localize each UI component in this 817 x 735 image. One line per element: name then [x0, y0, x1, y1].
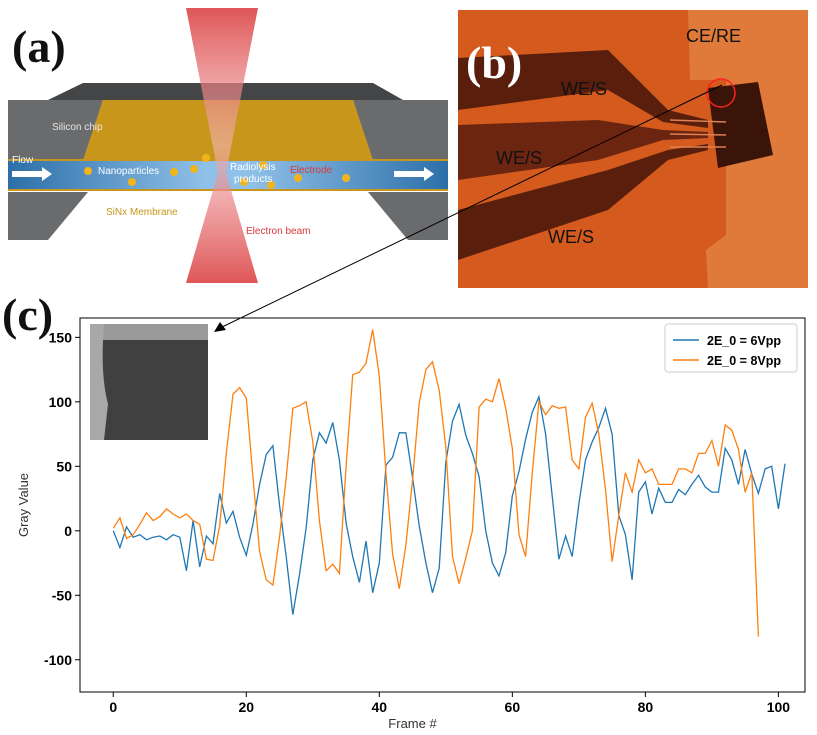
series-line-1 [112, 394, 786, 615]
legend-entry-1: 2E_0 = 6Vpp [707, 334, 781, 348]
nanoparticles-label: Nanoparticles [98, 166, 159, 177]
y-tick-label: -50 [52, 587, 72, 603]
legend-entry-2: 2E_0 = 8Vpp [707, 354, 781, 368]
membrane-label: SiNx Membrane [106, 207, 178, 218]
y-tick-label: 150 [49, 329, 73, 345]
y-tick-label: 100 [49, 394, 73, 410]
flow-arrow-right [394, 167, 434, 181]
we-label-top: WE/S [561, 79, 607, 99]
x-tick-label: 60 [505, 699, 521, 715]
electrode-fingers [669, 119, 727, 148]
x-tick-label: 80 [638, 699, 654, 715]
panel-b-micrograph: CE/RE WE/S WE/S WE/S (b) [458, 10, 808, 288]
flow-label: Flow [12, 155, 34, 166]
x-tick-label: 0 [109, 699, 117, 715]
we-electrode-bottom [458, 144, 708, 260]
silicon-chip-left-bottom [8, 192, 88, 240]
inset-bright-edge [90, 324, 208, 340]
inset-electrode-edge [90, 324, 108, 440]
y-tick-label: 0 [64, 523, 72, 539]
silicon-chip-right-top [353, 100, 448, 163]
panel-a-schematic: Silicon chip Flow Nanoparticles Radiolys… [8, 8, 448, 283]
inset-tem-image [90, 324, 208, 440]
silicon-chip-left-top [8, 100, 103, 163]
nanoparticles [84, 154, 350, 189]
panel-a-label: (a) [12, 21, 66, 72]
y-tick-label: 50 [56, 458, 72, 474]
panel-c-chart: (c) 0 20 40 60 80 100 -100 -50 0 50 100 150 Frame # G… [2, 84, 806, 731]
zoom-arrow-line [219, 84, 723, 329]
electron-beam-label: Electron beam [246, 226, 310, 237]
electron-beam [186, 8, 258, 283]
x-tick-label: 20 [238, 699, 254, 715]
radiolysis-label-line2: products [234, 174, 272, 185]
silicon-chip-right-bottom [368, 192, 448, 240]
electrode-label: Electrode [290, 165, 333, 176]
flow-arrow-left [12, 167, 52, 181]
x-tick-label: 40 [372, 699, 388, 715]
we-label-bottom: WE/S [548, 227, 594, 247]
zoom-arrow-head [214, 322, 226, 332]
y-axis-label: Gray Value [16, 473, 31, 537]
silicon-chip-label: Silicon chip [52, 122, 103, 133]
panel-b-label: (b) [466, 37, 522, 88]
plot-frame [79, 317, 806, 693]
zoom-circle [706, 78, 736, 108]
we-electrode-top [458, 50, 708, 128]
x-axis-label: Frame # [388, 716, 437, 731]
we-label-mid: WE/S [496, 148, 542, 168]
ce-re-label: CE/RE [686, 26, 741, 46]
radiolysis-label-line1: Radiolysis [230, 162, 276, 173]
series-line-2 [112, 329, 760, 637]
x-tick-label: 100 [767, 699, 791, 715]
panel-c-label: (c) [2, 289, 53, 340]
y-tick-label: -100 [44, 652, 72, 668]
we-electrode-mid [458, 120, 708, 180]
